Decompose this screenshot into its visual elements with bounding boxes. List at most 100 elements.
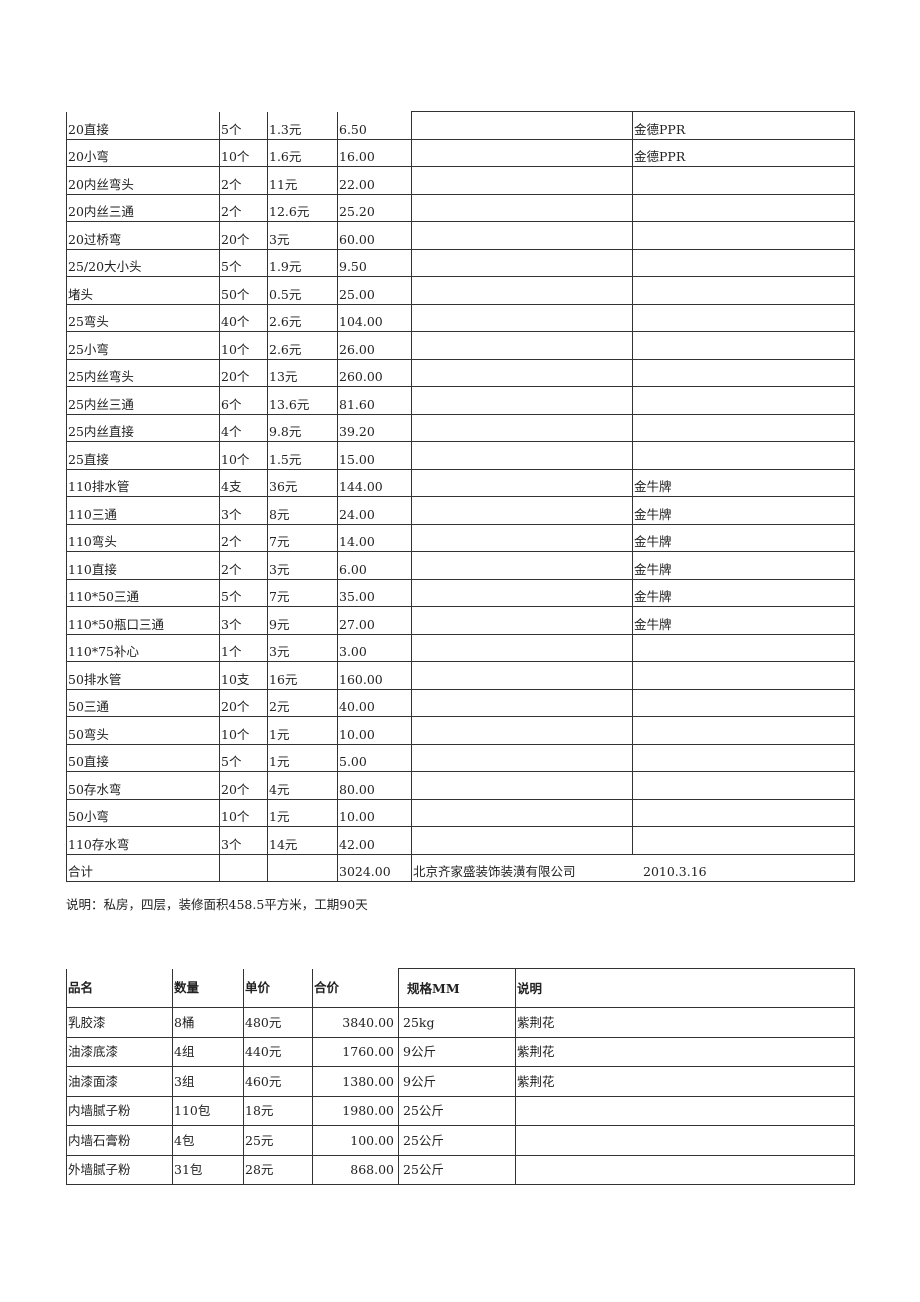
unit-price-cell: 12.6元 — [267, 193, 338, 222]
item-name-cell: 110*50瓶口三通 — [66, 606, 220, 635]
unit-price-cell: 9.8元 — [267, 413, 338, 442]
spec-cell: 25kg — [398, 1007, 516, 1038]
brand-cell: 金牛牌 — [632, 468, 855, 497]
quantity-cell: 5个 — [219, 743, 268, 772]
item-name-cell: 25小弯 — [66, 331, 220, 360]
spec-cell — [411, 496, 633, 525]
brand-cell — [632, 248, 855, 277]
unit-price-cell: 3元 — [267, 633, 338, 662]
item-name-cell: 20内丝三通 — [66, 193, 220, 222]
amount-cell: 27.00 — [337, 606, 412, 635]
table-row: 110三通 3个 8元 24.00 金牛牌 — [66, 496, 855, 525]
brand-cell — [632, 413, 855, 442]
table-row: 25内丝直接 4个 9.8元 39.20 — [66, 413, 855, 442]
amount-cell: 3840.00 — [312, 1007, 399, 1038]
quantity-cell: 4包 — [172, 1125, 244, 1156]
amount-cell: 40.00 — [337, 688, 412, 717]
quantity-cell: 8桶 — [172, 1007, 244, 1038]
spec-cell: 9公斤 — [398, 1036, 516, 1067]
item-name-cell: 110存水弯 — [66, 826, 220, 855]
item-name-cell: 20直接 — [66, 111, 220, 140]
unit-price-cell: 2元 — [267, 688, 338, 717]
spec-cell — [411, 276, 633, 305]
table-row: 50三通 20个 2元 40.00 — [66, 688, 855, 717]
item-name-cell: 50弯头 — [66, 716, 220, 745]
brand-cell: 紫荆花 — [515, 1066, 855, 1097]
amount-cell: 6.00 — [337, 551, 412, 580]
amount-cell: 868.00 — [312, 1154, 399, 1185]
brand-cell: 金牛牌 — [632, 523, 855, 552]
item-name-cell: 内墙石膏粉 — [66, 1125, 173, 1156]
spec-cell: 25公斤 — [398, 1125, 516, 1156]
spec-cell — [411, 523, 633, 552]
table-row: 110排水管 4支 36元 144.00 金牛牌 — [66, 468, 855, 497]
unit-price-cell: 460元 — [243, 1066, 313, 1097]
item-name-cell: 20内丝弯头 — [66, 166, 220, 195]
unit-price-cell: 1元 — [267, 743, 338, 772]
item-name-cell: 25直接 — [66, 441, 220, 470]
spec-cell — [411, 413, 633, 442]
unit-price-cell: 1.9元 — [267, 248, 338, 277]
amount-cell: 16.00 — [337, 138, 412, 167]
unit-price-cell: 13.6元 — [267, 386, 338, 415]
unit-price-cell: 2.6元 — [267, 331, 338, 360]
quantity-cell: 5个 — [219, 111, 268, 140]
quantity-cell: 2个 — [219, 193, 268, 222]
unit-price-cell: 1.6元 — [267, 138, 338, 167]
spec-cell — [411, 358, 633, 387]
table-row: 外墙腻子粉 31包 28元 868.00 25公斤 — [66, 1154, 855, 1185]
spec-cell — [411, 138, 633, 167]
spec-cell: 25公斤 — [398, 1095, 516, 1126]
quantity-cell: 10个 — [219, 138, 268, 167]
amount-cell: 35.00 — [337, 578, 412, 607]
brand-cell: 金牛牌 — [632, 551, 855, 580]
amount-cell: 25.00 — [337, 276, 412, 305]
spec-cell — [411, 578, 633, 607]
unit-price-cell: 1元 — [267, 798, 338, 827]
item-name-cell: 110弯头 — [66, 523, 220, 552]
column-header: 说明 — [515, 968, 855, 1008]
table-row: 25直接 10个 1.5元 15.00 — [66, 441, 855, 470]
total-amount: 3024.00 — [337, 853, 412, 882]
unit-price-cell: 14元 — [267, 826, 338, 855]
quantity-cell: 4支 — [219, 468, 268, 497]
column-header: 品名 — [66, 968, 173, 1008]
table-row: 110*75补心 1个 3元 3.00 — [66, 633, 855, 662]
unit-price-cell: 16元 — [267, 661, 338, 690]
quantity-cell: 6个 — [219, 386, 268, 415]
column-header: 规格MM — [398, 968, 516, 1008]
amount-cell: 60.00 — [337, 221, 412, 250]
item-name-cell: 110*75补心 — [66, 633, 220, 662]
unit-price-cell: 9元 — [267, 606, 338, 635]
unit-price-cell: 440元 — [243, 1036, 313, 1067]
amount-cell: 160.00 — [337, 661, 412, 690]
quantity-cell: 2个 — [219, 166, 268, 195]
item-name-cell: 50三通 — [66, 688, 220, 717]
brand-cell — [515, 1125, 855, 1156]
table-row: 50弯头 10个 1元 10.00 — [66, 716, 855, 745]
table-row: 20过桥弯 20个 3元 60.00 — [66, 221, 855, 250]
quantity-cell: 20个 — [219, 221, 268, 250]
amount-cell: 15.00 — [337, 441, 412, 470]
unit-price-cell: 18元 — [243, 1095, 313, 1126]
unit-price-cell: 0.5元 — [267, 276, 338, 305]
amount-cell: 10.00 — [337, 798, 412, 827]
brand-cell — [632, 221, 855, 250]
table-row: 50小弯 10个 1元 10.00 — [66, 798, 855, 827]
item-name-cell: 乳胶漆 — [66, 1007, 173, 1038]
amount-cell: 39.20 — [337, 413, 412, 442]
spec-cell: 25公斤 — [398, 1154, 516, 1185]
table-row: 50排水管 10支 16元 160.00 — [66, 661, 855, 690]
item-name-cell: 50存水弯 — [66, 771, 220, 800]
unit-price-cell: 13元 — [267, 358, 338, 387]
spec-cell — [411, 303, 633, 332]
empty-cell — [267, 853, 338, 882]
empty-cell — [219, 853, 268, 882]
unit-price-cell: 480元 — [243, 1007, 313, 1038]
unit-price-cell: 11元 — [267, 166, 338, 195]
item-name-cell: 25弯头 — [66, 303, 220, 332]
unit-price-cell: 7元 — [267, 523, 338, 552]
quantity-cell: 4组 — [172, 1036, 244, 1067]
spec-cell — [411, 826, 633, 855]
table-row: 110弯头 2个 7元 14.00 金牛牌 — [66, 523, 855, 552]
